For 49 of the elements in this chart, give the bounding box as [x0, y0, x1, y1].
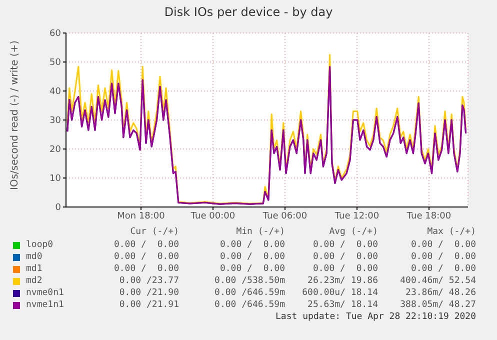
legend-label: md2 [26, 276, 42, 286]
text: 400.46m/ 52.54 [400, 276, 476, 286]
legend-label: md1 [26, 264, 42, 274]
y-tick-label: 50 [50, 58, 62, 68]
legend-label: loop0 [26, 240, 54, 250]
text: 0.00 /538.50m [214, 276, 285, 286]
text: 0.00 / 0.00 [410, 252, 476, 262]
text: 0.00 /21.90 [119, 288, 179, 298]
text: Max (-/+) [427, 227, 476, 237]
text: 0.00 / 0.00 [114, 252, 179, 262]
text: 0.00 / 0.00 [312, 252, 378, 262]
y-tick-label: 10 [50, 174, 62, 184]
text: 25.63m/ 18.14 [308, 300, 378, 310]
text: 26.23m/ 19.86 [308, 276, 378, 286]
text: 0.00 / 0.00 [312, 240, 378, 250]
text: Avg (-/+) [329, 227, 378, 237]
x-tick-label: Tue 06:00 [262, 211, 308, 222]
text: 0.00 / 0.00 [220, 252, 285, 262]
text: Min (-/+) [236, 227, 285, 237]
text: 0.00 /646.59m [214, 300, 285, 310]
text: 0.00 /23.77 [119, 276, 179, 286]
y-tick-label: 40 [50, 87, 62, 98]
text: 388.05m/ 48.27 [400, 300, 476, 310]
x-tick-label: Tue 00:00 [190, 211, 236, 222]
text: Last update: Tue Apr 28 22:10:19 2020 [276, 312, 476, 322]
y-tick-label: 0 [55, 203, 62, 214]
text: 600.00u/ 18.14 [302, 288, 378, 298]
x-tick-label: Tue 12:00 [334, 211, 380, 222]
legend-label: md0 [26, 252, 42, 262]
text: 0.00 / 0.00 [220, 240, 285, 250]
text: 0.00 / 0.00 [312, 264, 378, 274]
text: 0.00 / 0.00 [410, 264, 476, 274]
y-tick-label: 30 [50, 116, 62, 126]
y-axis-title: IOs/second read (-) / write (+) [10, 40, 21, 190]
chart-title: Disk IOs per device - by day [163, 5, 334, 19]
text: 0.00 /21.91 [119, 300, 179, 310]
text: Cur (-/+) [130, 227, 179, 237]
x-tick-label: Tue 18:00 [406, 211, 452, 222]
text: 0.00 / 0.00 [114, 240, 179, 250]
y-tick-label: 60 [50, 29, 62, 40]
legend-label: nvme1n1 [26, 300, 64, 310]
x-tick-label: Mon 18:00 [117, 211, 166, 222]
text: 0.00 / 0.00 [410, 240, 476, 250]
legend-label: nvme0n1 [26, 288, 64, 298]
text: 23.86m/ 48.26 [406, 288, 476, 298]
text: 0.00 / 0.00 [114, 264, 179, 274]
y-tick-label: 20 [50, 145, 62, 156]
text: 0.00 / 0.00 [220, 264, 285, 274]
text: 0.00 /646.59m [214, 288, 285, 298]
